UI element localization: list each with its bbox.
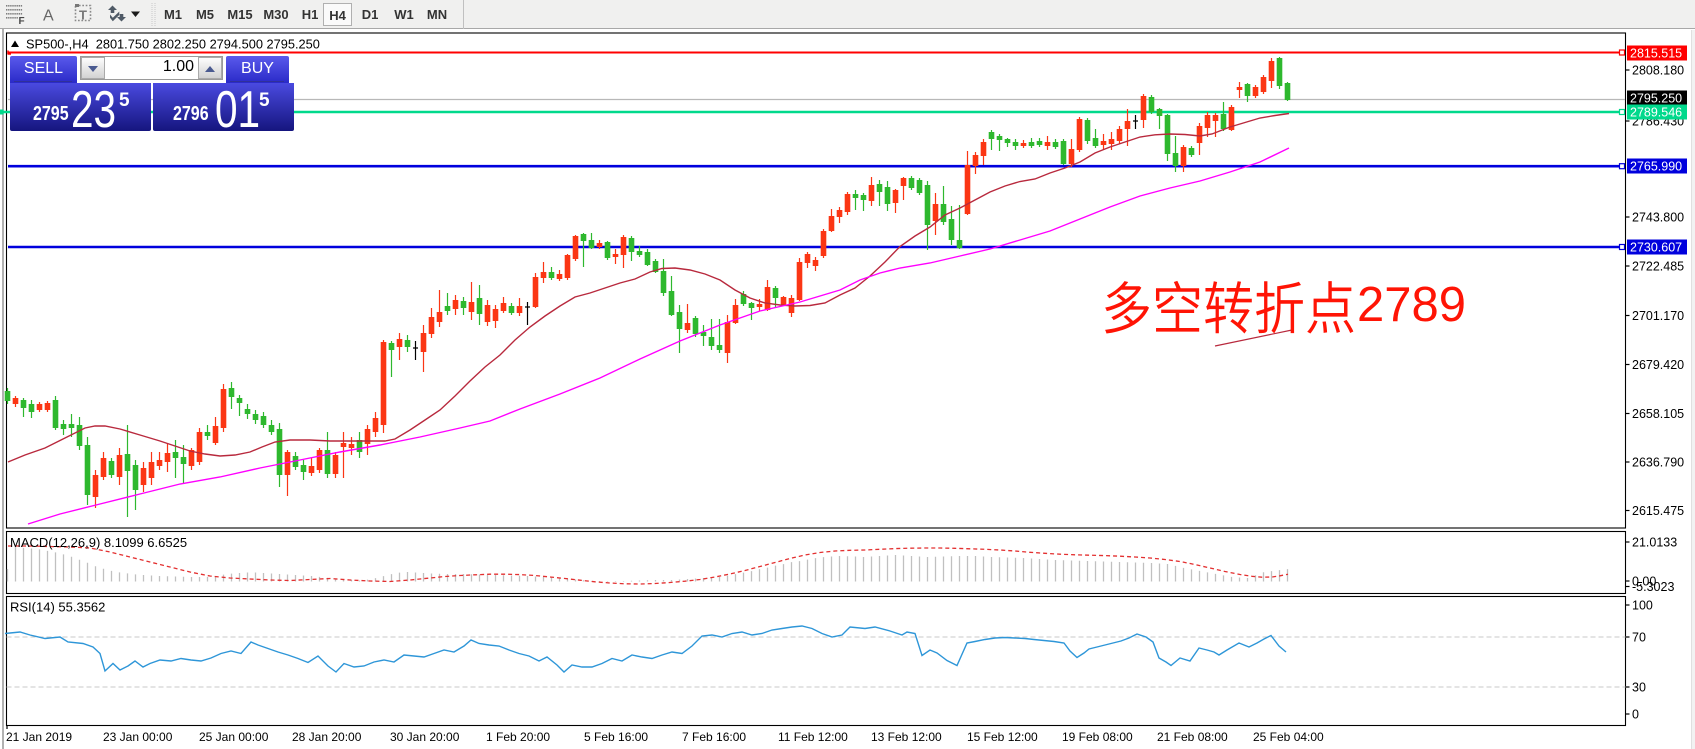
svg-text:30: 30 (1632, 681, 1646, 695)
svg-text:0: 0 (1632, 708, 1639, 722)
svg-text:0.00: 0.00 (1632, 575, 1656, 589)
svg-text:SP500-,H4 2801.750 2802.250 2: SP500-,H4 2801.750 2802.250 2794.500 279… (26, 37, 320, 52)
svg-text:2615.475: 2615.475 (1632, 504, 1684, 518)
svg-text:21 Feb 08:00: 21 Feb 08:00 (1157, 730, 1228, 744)
svg-text:19 Feb 08:00: 19 Feb 08:00 (1062, 730, 1133, 744)
svg-text:30 Jan 20:00: 30 Jan 20:00 (390, 730, 460, 744)
svg-text:RSI(14) 55.3562: RSI(14) 55.3562 (10, 600, 105, 615)
svg-text:15 Feb 12:00: 15 Feb 12:00 (967, 730, 1038, 744)
svg-text:2743.800: 2743.800 (1632, 211, 1684, 225)
svg-text:2658.105: 2658.105 (1632, 407, 1684, 421)
svg-text:2636.790: 2636.790 (1632, 456, 1684, 470)
svg-text:2808.180: 2808.180 (1632, 64, 1684, 78)
svg-text:23 Jan 00:00: 23 Jan 00:00 (103, 730, 173, 744)
svg-text:70: 70 (1632, 631, 1646, 645)
svg-text:13 Feb 12:00: 13 Feb 12:00 (871, 730, 942, 744)
svg-text:MACD(12,26,9) 8.1099 6.6525: MACD(12,26,9) 8.1099 6.6525 (10, 535, 187, 550)
svg-text:2815.515: 2815.515 (1630, 47, 1682, 61)
svg-text:2789.546: 2789.546 (1630, 106, 1682, 120)
svg-text:25 Feb 04:00: 25 Feb 04:00 (1253, 730, 1324, 744)
svg-text:A: A (43, 8, 54, 25)
svg-text:T: T (79, 8, 87, 23)
svg-text:2679.420: 2679.420 (1632, 358, 1684, 372)
svg-text:2730.607: 2730.607 (1630, 241, 1682, 255)
svg-text:2789: 2789 (1357, 278, 1466, 332)
svg-text:5 Feb 16:00: 5 Feb 16:00 (584, 730, 648, 744)
svg-text:21 Jan 2019: 21 Jan 2019 (6, 730, 72, 744)
svg-text:1 Feb 20:00: 1 Feb 20:00 (486, 730, 550, 744)
svg-text:21.0133: 21.0133 (1632, 536, 1677, 550)
svg-text:28 Jan 20:00: 28 Jan 20:00 (292, 730, 362, 744)
svg-text:2765.990: 2765.990 (1630, 160, 1682, 174)
svg-text:-5.3023: -5.3023 (1632, 580, 1674, 594)
svg-text:100: 100 (1632, 599, 1653, 613)
svg-text:2722.485: 2722.485 (1632, 260, 1684, 274)
svg-text:11 Feb 12:00: 11 Feb 12:00 (778, 730, 848, 744)
svg-text:7 Feb 16:00: 7 Feb 16:00 (682, 730, 746, 744)
svg-text:F: F (19, 16, 25, 27)
svg-text:2701.170: 2701.170 (1632, 309, 1684, 323)
svg-text:25 Jan 00:00: 25 Jan 00:00 (199, 730, 269, 744)
svg-text:2795.250: 2795.250 (1630, 92, 1682, 106)
